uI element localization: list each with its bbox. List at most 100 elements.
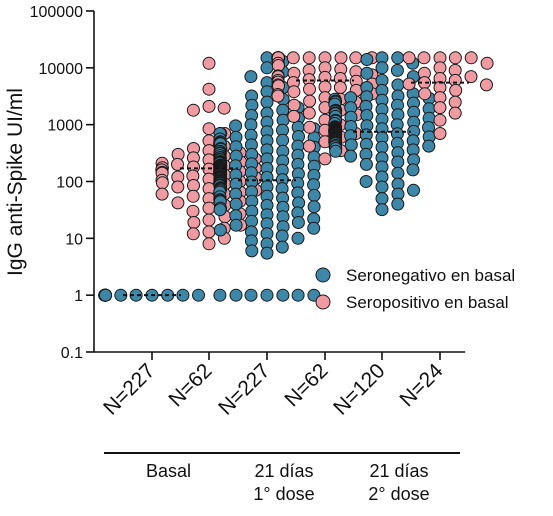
data-point <box>333 81 347 94</box>
y-tick-label: 1000 <box>47 118 83 135</box>
data-point <box>217 101 231 115</box>
data-point <box>202 122 216 136</box>
group-label: 1° dose <box>253 484 314 504</box>
data-point <box>213 223 227 237</box>
data-points <box>98 51 494 302</box>
legend-marker <box>315 294 331 310</box>
data-point <box>202 213 216 227</box>
y-tick-label: 100000 <box>30 4 83 21</box>
data-point <box>202 225 216 239</box>
data-point <box>449 83 463 97</box>
data-point <box>391 197 405 211</box>
data-point <box>349 51 363 65</box>
data-point <box>464 51 478 65</box>
data-point <box>291 231 305 245</box>
data-point <box>302 139 316 153</box>
data-point <box>287 85 301 99</box>
y-axis-label: IgG anti-Spike UI/ml <box>4 88 27 276</box>
data-point <box>260 288 274 302</box>
data-point <box>202 201 216 215</box>
data-point <box>229 218 243 232</box>
data-point <box>202 99 216 113</box>
data-point <box>303 94 317 108</box>
group-label: 2° dose <box>368 484 429 504</box>
data-point <box>260 61 274 75</box>
data-point <box>334 51 348 65</box>
data-point <box>287 109 301 123</box>
median-lines <box>123 79 469 297</box>
group-labels: Basal 21 días 1° dose 21 días 2° dose <box>104 452 460 504</box>
data-point <box>245 214 259 228</box>
y-axis: 0.1 1 10 100 1000 10000 100000 <box>30 4 95 362</box>
data-point <box>291 216 305 229</box>
data-point <box>448 51 462 65</box>
data-point <box>418 87 432 101</box>
data-point <box>244 70 258 84</box>
data-point <box>229 119 243 133</box>
data-point <box>155 176 169 190</box>
group-label: 21 días <box>369 461 428 481</box>
data-point <box>271 89 285 103</box>
x-tick-label: N=62 <box>280 359 332 411</box>
data-point <box>186 227 200 241</box>
data-point <box>275 240 289 254</box>
x-tick-label: N=24 <box>395 359 447 411</box>
y-tick-label: 100 <box>56 175 83 192</box>
data-point <box>260 246 274 260</box>
legend-marker <box>315 267 331 283</box>
y-tick-label: 0.1 <box>61 345 83 362</box>
x-tick-label: N=62 <box>164 359 216 411</box>
data-point <box>359 175 373 188</box>
legend-label: Seronegativo en basal <box>346 266 515 285</box>
data-point <box>407 183 420 197</box>
data-point <box>202 82 216 96</box>
data-point <box>276 133 290 147</box>
data-point <box>360 53 374 66</box>
data-point <box>229 288 243 302</box>
data-point <box>480 56 494 70</box>
data-point <box>448 106 462 120</box>
data-point <box>344 149 358 163</box>
data-point <box>302 106 316 120</box>
data-point <box>360 66 374 80</box>
data-point <box>307 200 321 214</box>
data-point <box>448 95 462 109</box>
y-tick-label: 1 <box>74 288 83 305</box>
data-point <box>391 166 405 180</box>
data-point <box>229 197 243 211</box>
data-point <box>155 187 169 201</box>
y-tick-label: 10000 <box>39 61 84 78</box>
y-tick-label: 10 <box>65 231 83 248</box>
data-point <box>245 244 259 258</box>
data-point <box>171 180 185 194</box>
data-point <box>171 196 185 210</box>
data-point <box>406 163 420 177</box>
data-point <box>303 82 316 96</box>
x-tick-label: N=227 <box>214 359 274 419</box>
data-point <box>307 178 321 192</box>
legend: Seronegativo en basal Seropositivo en bas… <box>315 266 515 312</box>
data-point <box>375 180 389 194</box>
x-axis: N=227 N=62N=227 N=62N=120 N=24 <box>94 351 465 420</box>
group-label: Basal <box>146 461 191 481</box>
data-point <box>391 155 405 169</box>
data-point <box>171 157 184 171</box>
data-point <box>186 189 200 203</box>
data-point <box>186 204 200 218</box>
data-point <box>192 288 205 302</box>
data-point <box>433 127 447 140</box>
data-point <box>99 288 112 302</box>
data-point <box>433 113 447 127</box>
data-point <box>433 101 447 115</box>
x-tick-label: N=120 <box>329 359 389 419</box>
data-point <box>391 78 405 92</box>
data-point <box>291 288 305 302</box>
data-point <box>402 77 416 91</box>
data-point <box>303 120 317 134</box>
data-point <box>329 144 343 158</box>
data-point <box>202 237 216 251</box>
data-point <box>402 51 416 65</box>
data-point <box>276 288 290 302</box>
legend-label: Seropositivo en basal <box>346 293 509 312</box>
